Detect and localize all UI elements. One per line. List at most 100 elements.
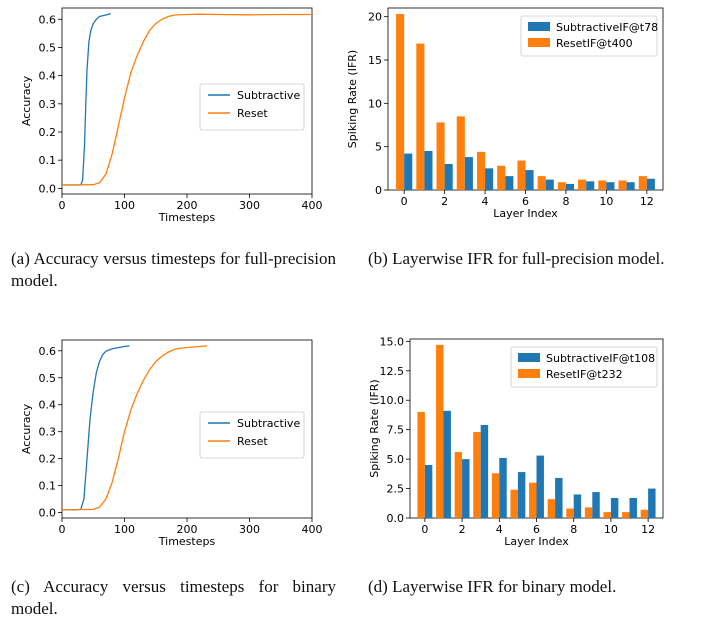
legend-label: SubtractiveIF@t78 bbox=[556, 21, 658, 34]
bar-subtractiveif-t78 bbox=[525, 170, 534, 190]
x-axis-label: Layer Index bbox=[504, 535, 569, 548]
bar-resetif-t232 bbox=[547, 499, 556, 518]
y-tick-label: 15.0 bbox=[380, 335, 405, 348]
y-tick-label: 0.4 bbox=[39, 70, 57, 83]
y-tick-label: 15 bbox=[368, 54, 382, 67]
legend-box bbox=[510, 346, 658, 388]
y-tick-label: 12.5 bbox=[380, 365, 405, 378]
bar-subtractiveif-t108 bbox=[517, 472, 526, 518]
bar-resetif-t400 bbox=[456, 116, 465, 190]
x-tick-label: 8 bbox=[562, 195, 569, 208]
ifr-chart-full-precision: 0 5 10 15 20 0 2 4 6 8 10 12 Layer Index Spiking Rate… bbox=[346, 7, 664, 220]
x-tick-label: 0 bbox=[421, 523, 428, 536]
bar-subtractiveif-t78 bbox=[404, 153, 413, 190]
x-tick-label: 4 bbox=[482, 195, 489, 208]
bar-resetif-t400 bbox=[396, 14, 405, 191]
y-tick-label: 0.0 bbox=[39, 507, 57, 520]
y-tick-label: 0.6 bbox=[39, 345, 57, 358]
y-tick-label: 5 bbox=[375, 141, 382, 154]
y-tick-label: 5.0 bbox=[387, 453, 405, 466]
series-line-subtractive bbox=[62, 345, 130, 511]
x-axis-label: Layer Index bbox=[493, 207, 558, 220]
bar-resetif-t232 bbox=[622, 512, 630, 518]
y-tick-label: 0.4 bbox=[39, 399, 57, 412]
x-tick-label: 200 bbox=[177, 199, 198, 212]
chart-panel-c: 0.0 0.1 0.2 0.3 0.4 0.5 0.6 0 100 200 300 400 Timest… bbox=[0, 322, 330, 554]
y-tick-label: 0.6 bbox=[39, 13, 57, 26]
chart-panel-a: 0.0 0.1 0.2 0.3 0.4 0.5 0.6 0 100 200 300 400 Timest… bbox=[0, 0, 330, 232]
bar-subtractiveif-t108 bbox=[480, 424, 489, 518]
bar-resetif-t400 bbox=[517, 160, 526, 190]
bar-subtractiveif-t108 bbox=[443, 410, 451, 518]
x-axis-label: Timesteps bbox=[158, 211, 216, 224]
bar-subtractiveif-t78 bbox=[606, 182, 615, 190]
y-tick-label: 0.5 bbox=[39, 372, 57, 385]
x-tick-label: 100 bbox=[114, 523, 135, 536]
legend-swatch bbox=[518, 369, 540, 378]
y-tick-label: 0.3 bbox=[39, 98, 57, 111]
x-tick-label: 6 bbox=[533, 523, 540, 536]
caption-c: (c) Accuracy versus timesteps for binary… bbox=[11, 577, 336, 618]
accuracy-chart-full-precision: 0.0 0.1 0.2 0.3 0.4 0.5 0.6 0 100 200 300 400 Timest… bbox=[20, 7, 323, 224]
ifr-chart-binary: 0.0 2.5 5.0 7.5 10.0 12.5 15.0 0 2 4 6 8 10 12 Layer I… bbox=[368, 335, 664, 548]
y-axis-label: Spiking Rate (IFR) bbox=[346, 50, 359, 148]
y-tick-label: 0.1 bbox=[39, 480, 57, 493]
bar-resetif-t400 bbox=[578, 179, 587, 190]
caption-d: (d) Layerwise IFR for binary model. bbox=[368, 577, 617, 596]
bar-subtractiveif-t78 bbox=[565, 183, 575, 190]
y-tick-label: 0.0 bbox=[387, 512, 405, 525]
y-tick-label: 2.5 bbox=[387, 483, 405, 496]
accuracy-chart-binary: 0.0 0.1 0.2 0.3 0.4 0.5 0.6 0 100 200 300 400 Timest… bbox=[20, 339, 323, 548]
caption-a: (a) Accuracy versus timesteps for full-p… bbox=[11, 249, 336, 290]
bar-resetif-t232 bbox=[603, 512, 611, 518]
bar-subtractiveif-t78 bbox=[586, 181, 595, 190]
x-tick-label: 6 bbox=[522, 195, 529, 208]
bar-resetif-t232 bbox=[529, 482, 537, 518]
bar-subtractiveif-t108 bbox=[573, 494, 582, 518]
y-tick-label: 0.5 bbox=[39, 41, 57, 54]
bar-subtractiveif-t78 bbox=[505, 176, 514, 190]
bar-subtractiveif-t78 bbox=[464, 157, 473, 190]
x-tick-label: 2 bbox=[441, 195, 448, 208]
bar-subtractiveif-t78 bbox=[485, 168, 494, 190]
y-axis-label: Accuracy bbox=[20, 75, 33, 126]
legend-label: SubtractiveIF@t108 bbox=[546, 352, 655, 365]
series-line-reset bbox=[61, 345, 208, 511]
y-tick-label: 0.1 bbox=[39, 154, 57, 167]
bar-subtractiveif-t78 bbox=[444, 164, 453, 190]
chart-panel-d: 0.0 2.5 5.0 7.5 10.0 12.5 15.0 0 2 4 6 8 10 12 Layer I… bbox=[358, 322, 713, 554]
caption-b: (b) Layerwise IFR for full-precision mod… bbox=[368, 249, 665, 268]
x-tick-label: 300 bbox=[239, 199, 260, 212]
bar-resetif-t232 bbox=[436, 344, 444, 518]
x-tick-label: 400 bbox=[302, 523, 323, 536]
bar-resetif-t400 bbox=[537, 176, 546, 190]
bar-subtractiveif-t108 bbox=[424, 465, 433, 518]
bar-subtractiveif-t108 bbox=[462, 459, 470, 518]
y-tick-label: 10 bbox=[368, 97, 382, 110]
bar-subtractiveif-t78 bbox=[626, 182, 635, 190]
x-tick-label: 2 bbox=[459, 523, 466, 536]
bar-subtractiveif-t78 bbox=[646, 178, 655, 190]
bar-resetif-t232 bbox=[473, 432, 481, 518]
bar-resetif-t232 bbox=[584, 507, 593, 518]
legend-label: ResetIF@t232 bbox=[546, 368, 623, 381]
legend-label: ResetIF@t400 bbox=[556, 37, 633, 50]
bar-subtractiveif-t108 bbox=[648, 488, 656, 518]
bar-subtractiveif-t78 bbox=[545, 179, 554, 190]
x-tick-label: 8 bbox=[570, 523, 577, 536]
x-tick-label: 200 bbox=[177, 523, 198, 536]
bar-resetif-t400 bbox=[497, 165, 506, 190]
bar-subtractiveif-t108 bbox=[629, 497, 637, 518]
bar-resetif-t400 bbox=[557, 182, 566, 190]
legend-swatch bbox=[518, 353, 540, 362]
y-tick-label: 0.2 bbox=[39, 126, 57, 139]
legend-swatch bbox=[528, 22, 550, 31]
bar-subtractiveif-t108 bbox=[610, 497, 619, 518]
y-tick-label: 0 bbox=[375, 184, 382, 197]
x-tick-label: 10 bbox=[604, 523, 618, 536]
y-tick-label: 0.2 bbox=[39, 453, 57, 466]
x-tick-label: 12 bbox=[641, 523, 655, 536]
bar-resetif-t232 bbox=[491, 473, 500, 518]
x-tick-label: 0 bbox=[59, 199, 66, 212]
x-tick-label: 12 bbox=[640, 195, 654, 208]
